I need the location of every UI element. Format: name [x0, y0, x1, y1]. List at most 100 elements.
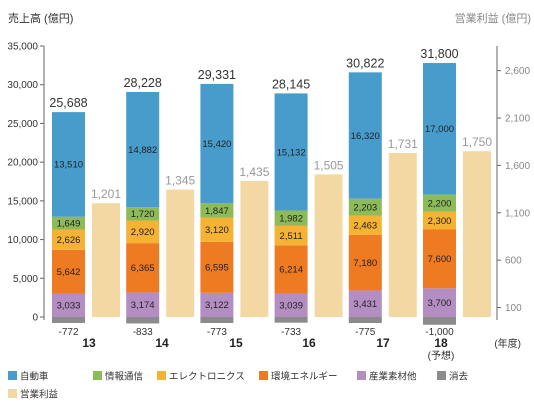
legend-swatch: [93, 371, 102, 380]
label-automotive-15: 15,420: [202, 139, 231, 150]
bar-industrial-materials-15: [200, 292, 234, 317]
label-environment-energy-17: 7,180: [353, 258, 377, 269]
label-operating-profit-13: 1,201: [91, 187, 121, 201]
bar-operating-profit-15: [240, 181, 269, 317]
legend-label: 消去: [449, 371, 469, 383]
year-label-17: 17: [376, 336, 390, 350]
right-y-tick-label: 2,600: [505, 66, 530, 77]
bar-elimination-16: [274, 317, 308, 323]
left-y-tick-label: 15,000: [7, 196, 38, 207]
label-industrial-materials-15: 3,122: [205, 300, 229, 311]
right-y-tick-label: 600: [505, 256, 522, 267]
legend-item-automotive: 自動車: [8, 371, 49, 383]
label-environment-energy-13: 5,642: [57, 267, 81, 278]
label-electronics-18: 2,300: [428, 216, 452, 227]
label-operating-profit-18: 1,750: [462, 135, 492, 149]
label-operating-profit-17: 1,731: [388, 137, 418, 151]
legend-label: エレクトロニクス: [169, 372, 245, 383]
label-industrial-materials-17: 3,431: [353, 299, 377, 310]
bar-environment-energy-17: [348, 234, 382, 291]
bar-elimination-13: [52, 317, 85, 323]
bar-industrial-materials-17: [348, 290, 382, 317]
x-axis-unit-label: (年度): [494, 337, 521, 350]
bar-electronics-17: [348, 215, 382, 235]
label-automotive-14: 14,882: [128, 145, 157, 156]
right-y-tick-label: 1,600: [505, 161, 530, 172]
legend-label: 産業素材他: [369, 371, 417, 383]
right-y-tick-label: 2,100: [505, 114, 530, 125]
bar-elimination-14: [126, 317, 160, 324]
bar-automotive-13: [52, 112, 85, 217]
label-automotive-18: 17,000: [425, 124, 454, 135]
label-info-comm-14: 1,720: [131, 209, 155, 220]
legend-item-info-comm: 情報通信: [93, 371, 143, 383]
left-y-tick-label: 0: [32, 313, 38, 324]
legend-item-environment-energy: 環境エネルギー: [259, 371, 338, 383]
label-operating-profit-16: 1,505: [314, 158, 344, 172]
bar-automotive-15: [200, 83, 234, 204]
bar-industrial-materials-13: [52, 293, 85, 317]
left-y-tick-label: 20,000: [7, 158, 38, 169]
label-elimination-18: -1,000: [425, 327, 454, 338]
bar-automotive-18: [423, 63, 456, 195]
legend-swatch: [8, 389, 17, 398]
label-elimination-16: -733: [281, 327, 301, 338]
legend-item-industrial-materials: 産業素材他: [357, 371, 417, 383]
label-electronics-15: 3,120: [205, 225, 229, 236]
label-operating-profit-14: 1,345: [165, 174, 195, 188]
label-operating-profit-15: 1,435: [239, 165, 269, 179]
bar-environment-energy-13: [52, 249, 85, 294]
total-label-14: 28,228: [124, 76, 162, 90]
legend-swatch: [157, 371, 166, 380]
label-electronics-14: 2,920: [131, 227, 155, 238]
bar-elimination-15: [200, 317, 234, 323]
total-label-16: 28,145: [272, 77, 310, 91]
label-elimination-17: -775: [355, 327, 375, 338]
label-industrial-materials-18: 3,700: [428, 298, 452, 309]
bar-elimination-18: [423, 317, 456, 325]
left-y-tick-label: 25,000: [7, 119, 38, 130]
left-y-tick-label: 5,000: [13, 274, 38, 285]
bar-environment-energy-16: [274, 245, 308, 294]
right-y-tick-label: 100: [505, 303, 522, 314]
year-label-18: 18: [434, 336, 448, 350]
legend-swatch: [259, 371, 268, 380]
label-info-comm-18: 2,200: [428, 198, 452, 209]
year-label-14: 14: [155, 336, 169, 350]
legend-label: 環境エネルギー: [271, 371, 338, 383]
label-environment-energy-15: 6,595: [205, 263, 229, 274]
bar-info-comm-13: [52, 216, 85, 230]
plot-area: 0 5,000 10,000 15,000 20,000 25,000 30,000 35,0…: [7, 42, 530, 363]
bar-environment-energy-14: [126, 243, 160, 293]
bar-automotive-17: [348, 72, 382, 199]
bar-electronics-13: [52, 229, 85, 250]
right-y-tick-label: 1,100: [505, 208, 530, 219]
label-info-comm-16: 1,982: [279, 214, 303, 225]
legend-swatch: [357, 371, 366, 380]
year-label-13: 13: [82, 336, 96, 350]
bar-industrial-materials-18: [423, 288, 456, 317]
bar-environment-energy-15: [200, 241, 234, 293]
legend-label: 営業利益: [20, 389, 59, 401]
right-axis-title: 営業利益 (億円): [455, 11, 531, 25]
legend-swatch: [8, 371, 17, 380]
legend-swatch: [437, 371, 446, 380]
bar-automotive-16: [274, 93, 308, 211]
bar-electronics-18: [423, 211, 456, 230]
legend-item-operating-profit: 営業利益: [8, 389, 59, 401]
label-industrial-materials-16: 3,039: [279, 301, 303, 312]
label-elimination-15: -773: [207, 327, 227, 338]
label-environment-energy-14: 6,365: [131, 263, 155, 274]
legend-item-elimination: 消去: [437, 371, 469, 383]
total-label-18: 31,800: [420, 47, 458, 61]
bar-industrial-materials-16: [274, 293, 308, 317]
label-info-comm-13: 1,649: [57, 218, 81, 229]
legend-item-electronics: エレクトロニクス: [157, 371, 245, 383]
total-label-17: 30,822: [346, 56, 384, 70]
bar-info-comm-15: [200, 203, 234, 218]
label-elimination-13: -772: [58, 327, 78, 338]
left-y-tick-label: 10,000: [7, 235, 38, 246]
total-label-13: 25,688: [49, 96, 87, 110]
legend-label: 情報通信: [105, 371, 143, 383]
